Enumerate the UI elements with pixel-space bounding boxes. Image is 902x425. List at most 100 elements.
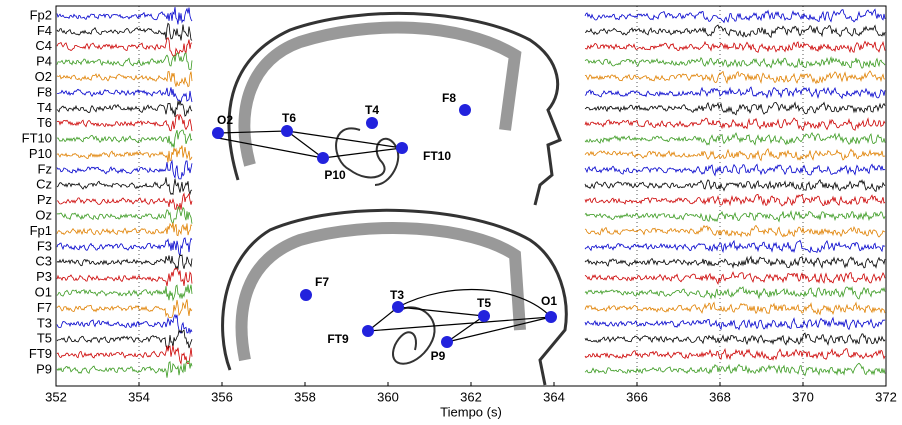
eeg-trace bbox=[584, 271, 886, 285]
x-tick-label: 358 bbox=[294, 389, 316, 404]
channel-label: P4 bbox=[36, 54, 52, 69]
channel-label: F7 bbox=[37, 300, 52, 315]
x-tick-label: 352 bbox=[45, 389, 67, 404]
eeg-trace bbox=[584, 117, 886, 131]
x-tick-label: 364 bbox=[543, 389, 565, 404]
channel-label: FT9 bbox=[29, 346, 52, 361]
head-top bbox=[212, 11, 562, 206]
x-tick-label: 370 bbox=[792, 389, 814, 404]
channel-label: F8 bbox=[37, 84, 52, 99]
eeg-trace bbox=[56, 299, 193, 318]
node-label: P9 bbox=[431, 349, 446, 363]
channel-label: Cz bbox=[36, 177, 52, 192]
eeg-trace bbox=[584, 24, 886, 38]
eeg-trace bbox=[584, 362, 886, 377]
eeg-trace bbox=[584, 347, 886, 361]
eeg-trace bbox=[56, 145, 193, 163]
eeg-trace bbox=[56, 206, 193, 226]
eeg-trace bbox=[56, 129, 193, 148]
node-label: T6 bbox=[282, 111, 296, 125]
node-label: T4 bbox=[365, 103, 379, 117]
plot-frame bbox=[55, 5, 887, 387]
channel-label: O1 bbox=[35, 284, 52, 299]
x-tick-label: 360 bbox=[377, 389, 399, 404]
eeg-trace bbox=[56, 192, 193, 210]
x-tick-label: 354 bbox=[128, 389, 150, 404]
node-label: O1 bbox=[541, 294, 557, 308]
channel-label: F3 bbox=[37, 238, 52, 253]
eeg-trace bbox=[584, 209, 886, 223]
x-tick-label: 362 bbox=[460, 389, 482, 404]
node-label: T5 bbox=[477, 296, 491, 310]
channel-label: T4 bbox=[37, 100, 52, 115]
eeg-trace bbox=[56, 100, 193, 117]
x-tick-label: 372 bbox=[875, 389, 897, 404]
node-label: FT9 bbox=[327, 332, 349, 346]
eeg-trace bbox=[56, 328, 193, 349]
eeg-trace bbox=[56, 284, 193, 302]
node-label: F7 bbox=[315, 275, 329, 289]
channel-label: Fp2 bbox=[30, 7, 52, 22]
channel-label: P10 bbox=[29, 146, 52, 161]
eeg-trace bbox=[584, 55, 886, 69]
node-label: F8 bbox=[442, 91, 456, 105]
channel-label: T5 bbox=[37, 331, 52, 346]
eeg-trace bbox=[584, 101, 886, 116]
eeg-trace bbox=[56, 6, 193, 25]
eeg-trace bbox=[584, 332, 886, 346]
node-label: P10 bbox=[324, 168, 346, 182]
x-tick-label: 368 bbox=[709, 389, 731, 404]
channel-label: FT10 bbox=[22, 131, 52, 146]
eeg-trace bbox=[584, 285, 886, 300]
eeg-trace bbox=[584, 193, 886, 207]
eeg-trace bbox=[56, 177, 193, 196]
node-label: T3 bbox=[390, 288, 404, 302]
node-label: FT10 bbox=[423, 149, 451, 163]
eeg-trace bbox=[584, 132, 886, 146]
channel-label: Fp1 bbox=[30, 223, 52, 238]
eeg-trace bbox=[56, 237, 193, 257]
eeg-trace bbox=[584, 301, 886, 316]
eeg-trace bbox=[56, 268, 193, 287]
channel-label: Pz bbox=[37, 192, 52, 207]
channel-label: Oz bbox=[35, 208, 52, 223]
eeg-trace bbox=[56, 222, 193, 237]
eeg-trace bbox=[56, 71, 193, 88]
eeg-trace bbox=[584, 86, 886, 100]
x-axis-label: Tiempo (s) bbox=[440, 404, 502, 419]
channel-label: F4 bbox=[37, 23, 52, 38]
eeg-trace bbox=[584, 224, 886, 238]
eeg-traces bbox=[56, 6, 886, 378]
channel-label: P3 bbox=[36, 269, 52, 284]
eeg-trace bbox=[584, 70, 886, 85]
channel-label: Fz bbox=[38, 161, 52, 176]
eeg-trace bbox=[56, 37, 193, 57]
head-bottom bbox=[221, 208, 568, 386]
channel-label: P9 bbox=[36, 361, 52, 376]
eeg-trace bbox=[56, 87, 193, 103]
eeg-trace bbox=[584, 316, 886, 331]
eeg-trace bbox=[56, 113, 193, 132]
channel-label: O2 bbox=[35, 69, 52, 84]
eeg-trace bbox=[584, 255, 886, 269]
channel-label: C3 bbox=[35, 254, 52, 269]
eeg-trace bbox=[584, 239, 886, 254]
node-label: O2 bbox=[217, 113, 233, 127]
eeg-trace bbox=[584, 8, 886, 24]
eeg-trace bbox=[584, 163, 886, 177]
channel-label: T6 bbox=[37, 115, 52, 130]
x-tick-label: 356 bbox=[211, 389, 233, 404]
eeg-trace bbox=[56, 360, 193, 378]
channel-label: T3 bbox=[37, 315, 52, 330]
eeg-trace bbox=[56, 254, 193, 271]
eeg-trace bbox=[56, 313, 193, 335]
eeg-trace bbox=[584, 178, 886, 193]
eeg-trace bbox=[56, 159, 193, 180]
eeg-trace bbox=[56, 345, 193, 366]
channel-label: C4 bbox=[35, 38, 52, 53]
x-tick-label: 366 bbox=[626, 389, 648, 404]
eeg-trace bbox=[56, 52, 193, 71]
eeg-trace bbox=[584, 40, 886, 54]
eeg-trace bbox=[56, 22, 193, 41]
